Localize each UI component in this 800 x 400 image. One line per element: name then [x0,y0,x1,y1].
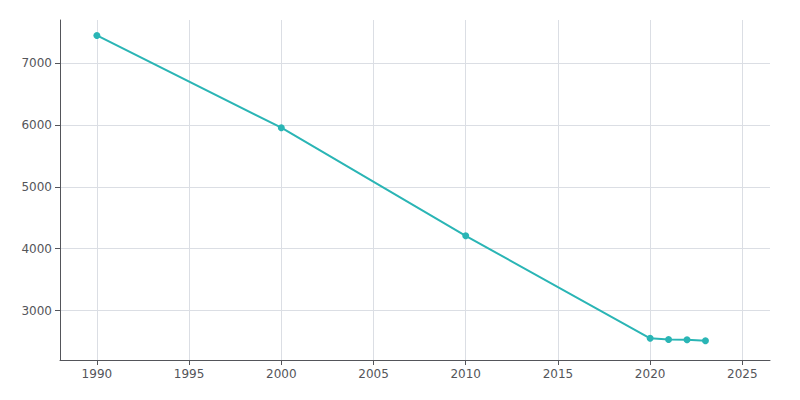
svg-text:2020: 2020 [635,367,666,381]
svg-text:7000: 7000 [21,56,52,70]
svg-text:4000: 4000 [21,242,52,256]
svg-text:5000: 5000 [21,180,52,194]
svg-text:6000: 6000 [21,118,52,132]
svg-text:1995: 1995 [174,367,205,381]
svg-text:2000: 2000 [266,367,297,381]
svg-text:3000: 3000 [21,304,52,318]
svg-text:2015: 2015 [543,367,574,381]
svg-text:2025: 2025 [727,367,758,381]
svg-text:2005: 2005 [358,367,389,381]
svg-text:1990: 1990 [82,367,113,381]
svg-text:2010: 2010 [450,367,481,381]
